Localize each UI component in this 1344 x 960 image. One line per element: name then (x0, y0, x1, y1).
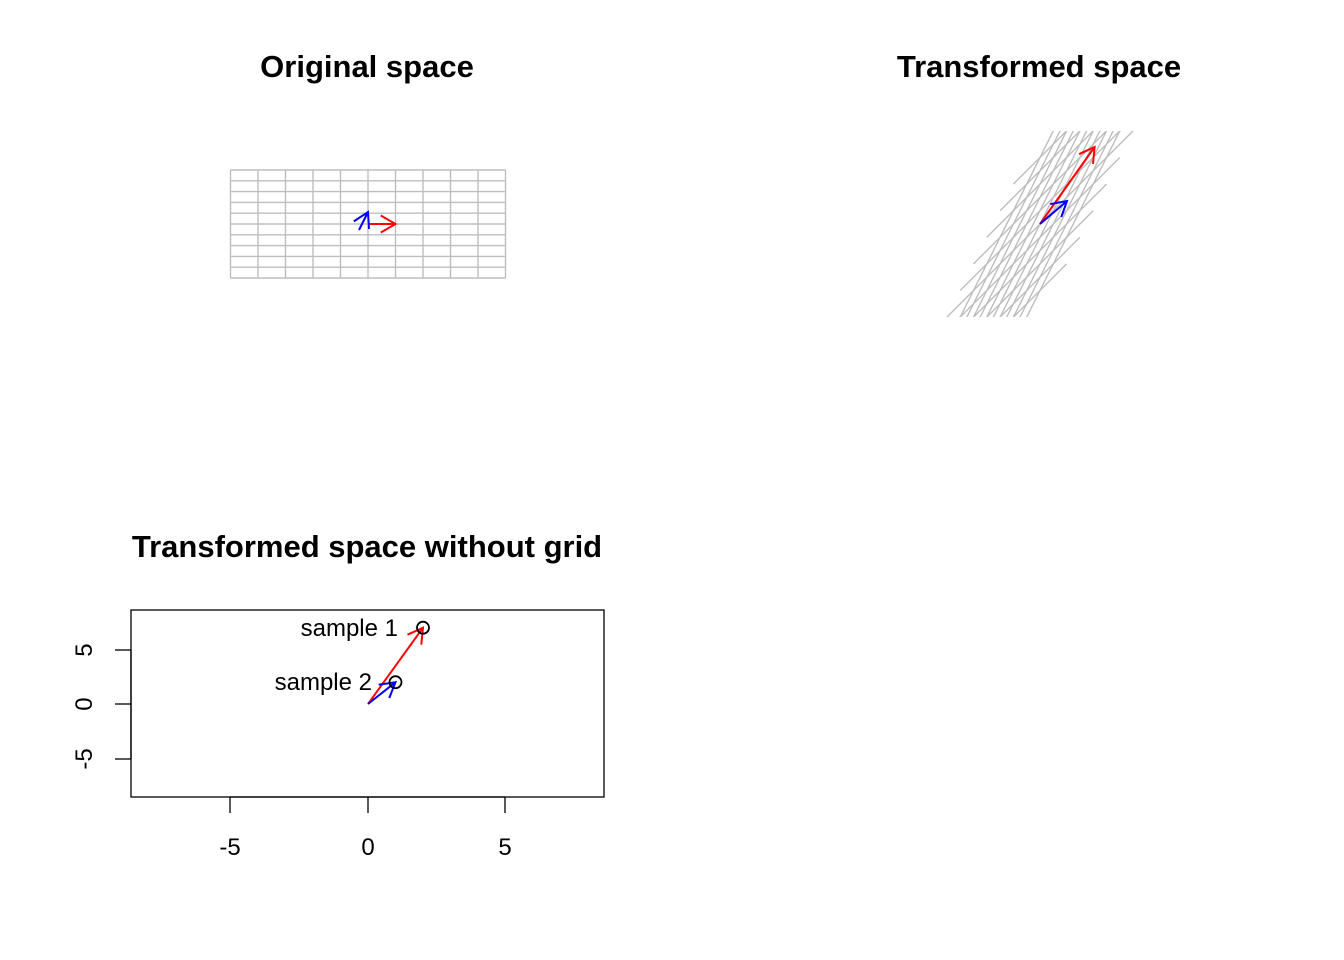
grid-line-sheared (1012, 263, 1068, 317)
red-sample-arrow (367, 626, 425, 705)
point-label-sample-2: sample 2 (275, 669, 372, 696)
x-tick-label: -5 (219, 834, 240, 861)
grid-line-sheared (973, 131, 1108, 265)
title-original-space: Original space (260, 49, 474, 84)
red-sample-arrow-shaft (367, 627, 424, 705)
panel-original-space: Original space (229, 49, 507, 279)
panel-transformed-no-grid: Transformed space without grid -5 0 5 -5… (71, 529, 605, 861)
x-tick-label: 0 (361, 834, 374, 861)
red-transformed-arrow-shaft (1039, 146, 1096, 225)
grid-line-sheared (1006, 131, 1101, 317)
blue-transformed-arrow-shaft (1039, 200, 1068, 225)
y-tick-label: 5 (71, 643, 98, 656)
blue-basis-arrow-head (353, 210, 371, 230)
transformed-arrows (1039, 145, 1096, 225)
blue-basis-arrow (353, 210, 371, 231)
grid-line-sheared (992, 131, 1088, 317)
sample-point-1 (416, 620, 430, 635)
grid-line-sheared (999, 236, 1081, 317)
red-sample-arrow-head (407, 626, 425, 645)
red-basis-arrow-head (380, 214, 398, 234)
transformed-marks: sample 1 sample 2 (275, 615, 430, 705)
blue-basis-arrow-shaft (358, 211, 369, 231)
point-label-sample-1: sample 1 (301, 615, 398, 642)
x-tick-label: 5 (498, 834, 511, 861)
grid-line-sheared (999, 131, 1094, 317)
x-axis: -5 0 5 (219, 796, 512, 861)
blue-transformed-arrow (1039, 199, 1069, 225)
red-basis-arrow (368, 214, 398, 234)
sample-point-2 (388, 675, 403, 690)
grid-line-sheared (959, 131, 1121, 291)
transformed-grid (946, 131, 1134, 317)
blue-transformed-arrow-head (1050, 199, 1069, 218)
grid-line-sheared (1019, 131, 1114, 317)
grid-line-sheared (986, 131, 1095, 238)
title-transformed-space: Transformed space (897, 49, 1181, 84)
blue-sample-arrow-head (378, 680, 398, 699)
red-transformed-arrow-head (1078, 145, 1096, 165)
grid-line-sheared (1012, 131, 1108, 317)
grid-line-sheared (999, 131, 1081, 212)
grid-line-sheared (1025, 131, 1121, 317)
panel-transformed-space: Transformed space (897, 49, 1181, 317)
grid-line-sheared (1012, 131, 1068, 185)
original-arrows (353, 210, 398, 234)
y-tick-label: -5 (71, 748, 98, 769)
red-transformed-arrow (1039, 145, 1096, 225)
y-axis: -5 0 5 (71, 643, 132, 770)
title-transformed-no-grid: Transformed space without grid (132, 529, 602, 564)
y-tick-label: 0 (71, 697, 98, 710)
